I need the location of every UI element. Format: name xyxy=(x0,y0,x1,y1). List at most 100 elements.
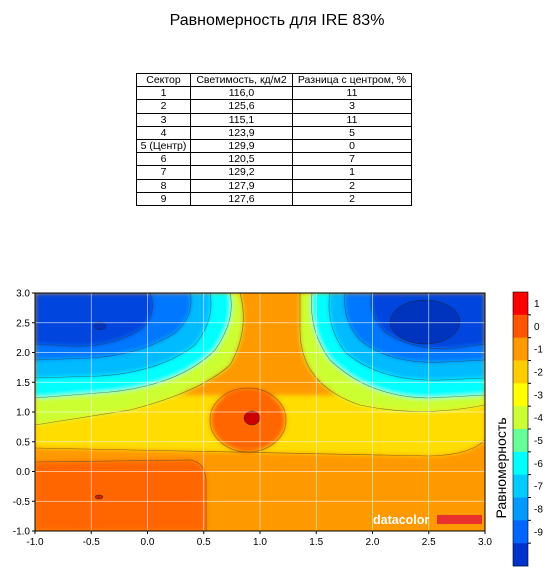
watermark-text: datacolor xyxy=(373,513,429,527)
cell-difference: 11 xyxy=(292,86,412,101)
contour-line xyxy=(35,439,485,457)
contour-line xyxy=(328,293,485,381)
x-tick-label: 1.5 xyxy=(309,537,323,548)
table-row: 3 115,1 11 xyxy=(136,112,412,127)
colorbar-swatch xyxy=(513,292,528,316)
cell-luminance: 129,9 xyxy=(190,138,293,154)
chart-title: Равномерность для IRE 83% xyxy=(169,12,385,29)
colorbar-swatch xyxy=(513,497,528,521)
cell-difference: 0 xyxy=(292,138,412,154)
colorbar-swatch xyxy=(513,406,528,430)
column-header-sector: Сектор xyxy=(136,72,191,88)
y-tick-label: 2.0 xyxy=(16,348,30,359)
table-row: 5 (Центр) 129,9 0 xyxy=(136,138,412,154)
table-row: 7 129,2 1 xyxy=(136,165,412,180)
y-tick-label: 0.0 xyxy=(16,467,30,478)
cell-difference: 2 xyxy=(292,191,412,206)
x-tick-label: 3.0 xyxy=(478,537,492,548)
table-row: 6 120,5 7 xyxy=(136,152,412,167)
colorbar-tick-label: -2 xyxy=(534,367,543,378)
contour-region-darkblue-left xyxy=(35,293,153,347)
x-tick-label: 1.0 xyxy=(253,537,267,548)
colorbar-tick-label: -6 xyxy=(534,459,543,470)
uniformity-contour-chart: -1.0 -0.5 0.0 0.5 1.0 1.5 2.0 2.5 3.0 3.0 2.5 2.0 1… xyxy=(13,289,543,567)
table-row: 8 127,9 2 xyxy=(136,178,412,193)
y-tick-label: 1.5 xyxy=(16,378,30,389)
trough-marker-top-right xyxy=(389,299,461,345)
cell-sector: 6 xyxy=(136,152,191,167)
colorbar-swatch xyxy=(513,337,528,361)
colorbar-label: Равномерность xyxy=(493,417,509,518)
y-tick-label: -1.0 xyxy=(13,527,31,538)
x-tick-label: -0.5 xyxy=(83,537,101,548)
contour-line xyxy=(209,387,287,453)
contour-line xyxy=(35,459,207,531)
colorbar-tick-label: -4 xyxy=(534,413,543,424)
cell-difference: 7 xyxy=(292,152,412,167)
colorbar-swatch xyxy=(513,429,528,453)
cell-difference: 5 xyxy=(292,125,412,140)
y-tick-label: 1.0 xyxy=(16,408,30,419)
cell-difference: 1 xyxy=(292,165,412,180)
cell-difference: 3 xyxy=(292,99,412,114)
x-tick-label: 2.5 xyxy=(422,537,436,548)
table-row: 4 123,9 5 xyxy=(136,125,412,140)
cell-sector: 5 (Центр) xyxy=(136,138,191,154)
cell-sector: 4 xyxy=(136,125,191,140)
table-row: 2 125,6 3 xyxy=(136,99,412,114)
colorbar-swatch xyxy=(513,451,528,475)
colorbar-tick-label: 1 xyxy=(534,299,540,310)
y-tick-label: -0.5 xyxy=(13,497,31,508)
colorbar-swatch xyxy=(513,314,528,338)
x-tick-label: 2.0 xyxy=(366,537,380,548)
cell-luminance: 120,5 xyxy=(190,152,293,167)
cell-sector: 7 xyxy=(136,165,191,180)
y-tick-label: 3.0 xyxy=(16,289,30,300)
column-header-luminance: Светимость, кд/м2 xyxy=(190,72,293,88)
contour-line xyxy=(344,293,485,363)
peak-marker-bottom-left xyxy=(94,494,104,500)
column-header-difference: Разница с центром, % xyxy=(292,72,412,88)
watermark-bar xyxy=(437,515,482,524)
contour-line xyxy=(311,293,485,399)
colorbar-swatch xyxy=(513,360,528,384)
uniformity-table: Сектор Светимость, кд/м2 Разница с центр… xyxy=(136,72,412,206)
colorbar: 1 0 -1 -2 -3 -4 -5 -6 -7 -8 -9 xyxy=(512,291,543,567)
cell-difference: 2 xyxy=(292,178,412,193)
colorbar-tick-label: -5 xyxy=(534,436,543,447)
contour-line xyxy=(35,293,244,426)
y-tick-label: 2.5 xyxy=(16,318,30,329)
cell-luminance: 127,9 xyxy=(190,178,293,193)
colorbar-tick-label: -8 xyxy=(534,504,543,515)
cell-luminance: 123,9 xyxy=(190,125,293,140)
colorbar-tick-label: -9 xyxy=(534,527,543,538)
colorbar-tick-label: 0 xyxy=(534,322,540,333)
cell-sector: 9 xyxy=(136,191,191,206)
cell-luminance: 129,2 xyxy=(190,165,293,180)
contour-line xyxy=(371,293,485,349)
colorbar-tick-label: -7 xyxy=(534,482,543,493)
cell-luminance: 125,6 xyxy=(190,99,293,114)
table-row: 1 116,0 11 xyxy=(136,86,412,101)
contour-line xyxy=(299,293,485,412)
peak-marker-center xyxy=(243,410,261,426)
contour-region-bottom-left xyxy=(35,460,206,531)
trough-marker-top-left xyxy=(93,321,107,331)
colorbar-swatch xyxy=(513,474,528,498)
contour-lines xyxy=(35,293,485,531)
cell-luminance: 127,6 xyxy=(190,191,293,206)
grid-lines xyxy=(35,293,485,531)
cell-sector: 1 xyxy=(136,86,191,101)
colorbar-swatch xyxy=(513,520,528,544)
datacolor-watermark: datacolor xyxy=(373,513,482,527)
contour-line xyxy=(35,293,232,399)
cell-luminance: 116,0 xyxy=(190,86,293,101)
y-axis: 3.0 2.5 2.0 1.5 1.0 0.5 0.0 -0.5 -1.0 xyxy=(13,289,35,538)
colorbar-swatch xyxy=(513,383,528,407)
colorbar-tick-label: -3 xyxy=(534,390,543,401)
cell-sector: 3 xyxy=(136,112,191,127)
colorbar-tick-label: -1 xyxy=(534,345,543,356)
contour-line xyxy=(35,293,153,347)
table-row: 9 127,6 2 xyxy=(136,191,412,206)
x-axis: -1.0 -0.5 0.0 0.5 1.0 1.5 2.0 2.5 3.0 xyxy=(26,531,492,548)
